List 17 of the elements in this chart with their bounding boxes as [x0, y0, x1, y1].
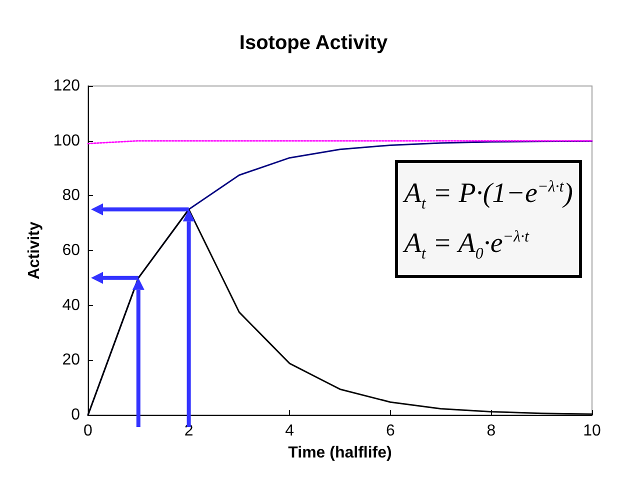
y-tick-label: 20 — [62, 352, 80, 369]
chart-title: Isotope Activity — [239, 32, 388, 54]
x-tick-label: 0 — [84, 422, 93, 440]
y-tick-label: 120 — [53, 78, 80, 94]
x-tick-label: 10 — [583, 422, 601, 440]
x-tick-label: 4 — [285, 422, 294, 440]
y-tick-label: 100 — [53, 132, 80, 150]
y-tick-label: 0 — [71, 406, 80, 424]
x-axis-title: Time (halflife) — [288, 444, 392, 462]
x-tick-label: 6 — [386, 422, 395, 440]
x-tick-label: 8 — [486, 422, 496, 440]
y-axis-title: Activity — [26, 222, 43, 280]
y-tick-label: 60 — [62, 242, 80, 259]
annotation: A$_{t}$ = A$_{0}$·e$^{−λ·t}$ — [404, 227, 530, 265]
y-tick-label: 40 — [62, 296, 80, 314]
y-tick-label: 80 — [62, 187, 80, 204]
annotation: A$_{t}$ = P·(1−e$^{−λ·t}$) — [404, 177, 573, 215]
